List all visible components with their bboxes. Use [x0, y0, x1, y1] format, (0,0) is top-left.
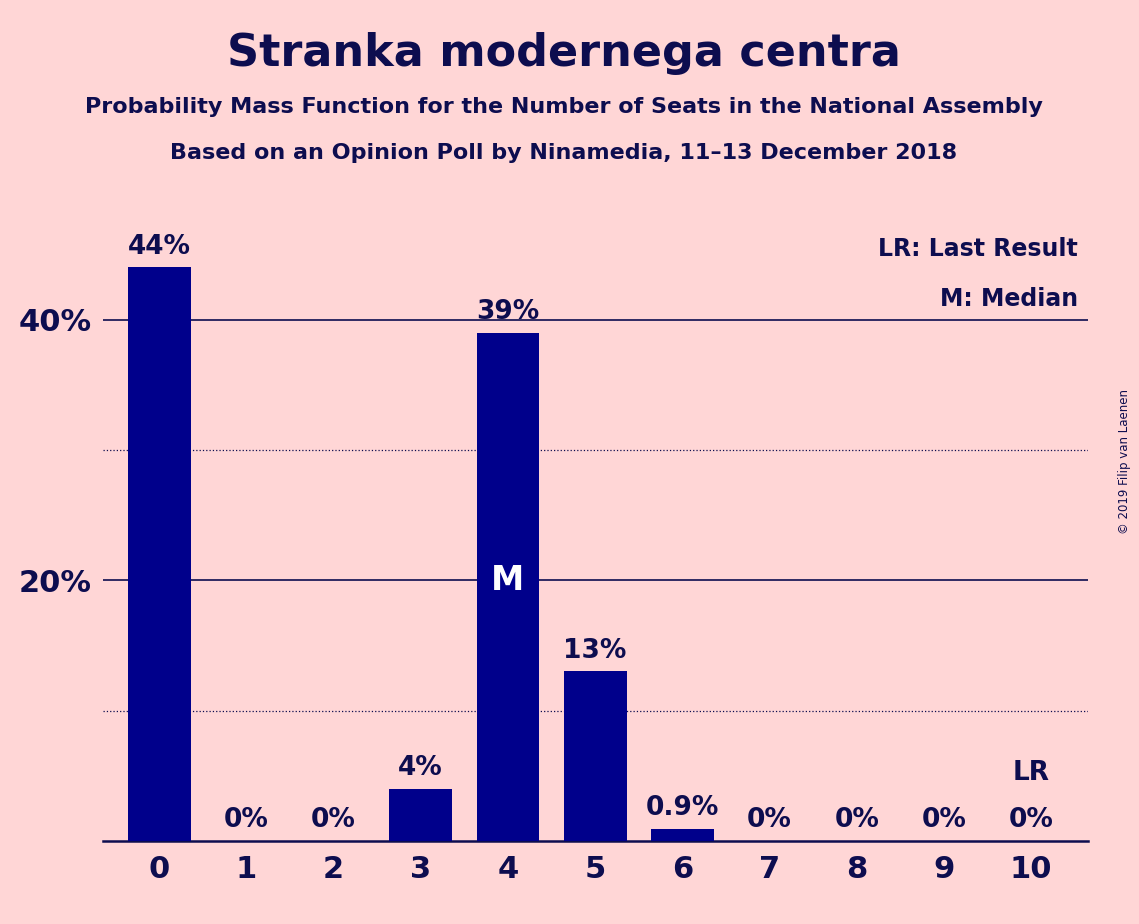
Text: 0%: 0% [834, 807, 879, 833]
Text: 0%: 0% [747, 807, 792, 833]
Text: 0%: 0% [224, 807, 269, 833]
Text: LR: LR [1013, 760, 1049, 786]
Text: Based on an Opinion Poll by Ninamedia, 11–13 December 2018: Based on an Opinion Poll by Ninamedia, 1… [170, 143, 958, 164]
Text: © 2019 Filip van Laenen: © 2019 Filip van Laenen [1118, 390, 1131, 534]
Text: 13%: 13% [564, 638, 626, 663]
Text: Probability Mass Function for the Number of Seats in the National Assembly: Probability Mass Function for the Number… [85, 97, 1042, 117]
Text: 0%: 0% [921, 807, 966, 833]
Text: 44%: 44% [128, 234, 190, 260]
Text: 4%: 4% [399, 755, 443, 781]
Text: 0.9%: 0.9% [646, 796, 719, 821]
Text: LR: Last Result: LR: Last Result [878, 237, 1077, 261]
Text: M: Median: M: Median [940, 286, 1077, 310]
Bar [564, 672, 626, 841]
Bar [476, 333, 540, 841]
Bar [650, 829, 714, 841]
Text: 0%: 0% [1009, 807, 1054, 833]
Text: 0%: 0% [311, 807, 357, 833]
Text: Stranka modernega centra: Stranka modernega centra [227, 32, 901, 76]
Text: 39%: 39% [476, 298, 540, 324]
Text: M: M [491, 564, 525, 597]
Bar [128, 267, 190, 841]
Bar [390, 789, 452, 841]
